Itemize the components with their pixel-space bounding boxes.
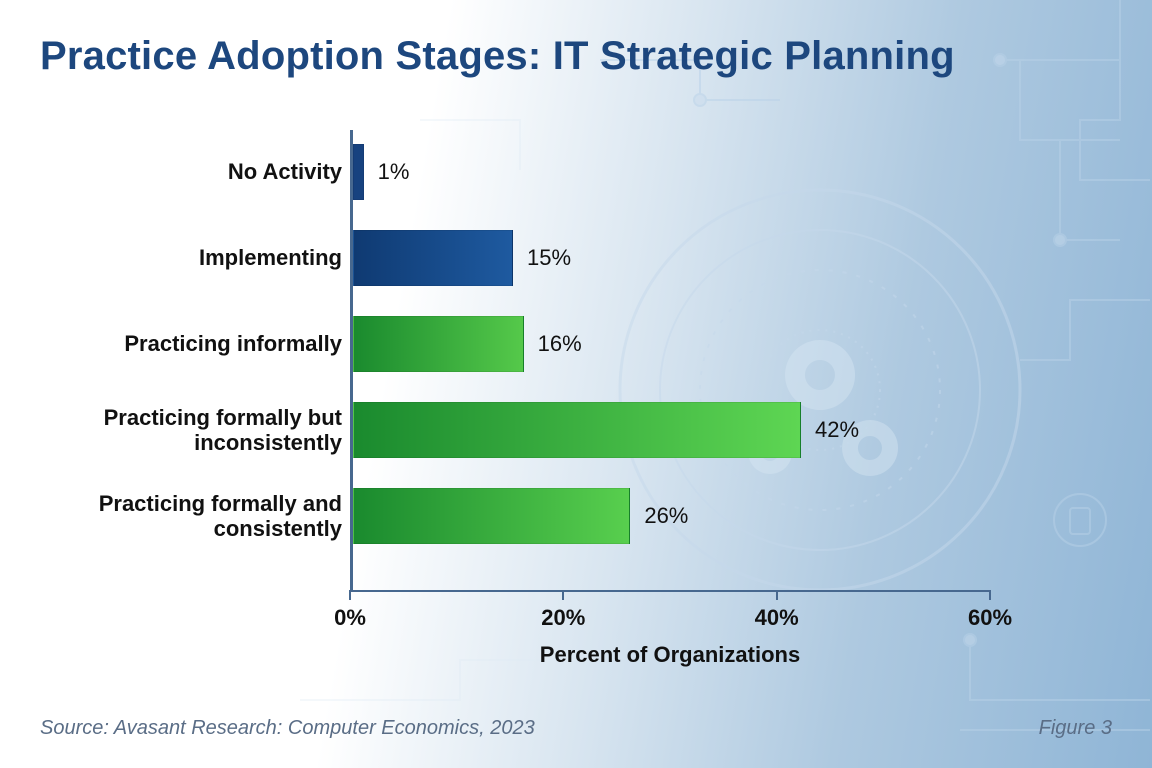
- bar-category-label: No Activity: [42, 159, 342, 184]
- source-citation: Source: Avasant Research: Computer Econo…: [40, 717, 535, 740]
- bar-category-label: Practicing informally: [42, 331, 342, 356]
- x-tick-label: 20%: [541, 605, 585, 631]
- bar-value-label: 1%: [378, 159, 410, 185]
- figure-number: Figure 3: [1039, 717, 1112, 740]
- x-tick: [562, 590, 564, 600]
- figure-container: Practice Adoption Stages: IT Strategic P…: [0, 0, 1152, 768]
- plot-area: Percent of Organizations 0%20%40%60%1%No…: [350, 130, 990, 590]
- bar: [353, 230, 513, 286]
- chart-title: Practice Adoption Stages: IT Strategic P…: [40, 34, 955, 79]
- bar-value-label: 15%: [527, 245, 571, 271]
- x-axis-title: Percent of Organizations: [540, 642, 800, 668]
- x-tick: [776, 590, 778, 600]
- bar-value-label: 16%: [538, 331, 582, 357]
- bar: [353, 144, 364, 200]
- bar-value-label: 26%: [644, 503, 688, 529]
- x-tick: [349, 590, 351, 600]
- bar-category-label: Implementing: [42, 245, 342, 270]
- bar-category-label: Practicing formally but inconsistently: [42, 405, 342, 456]
- bar-category-label: Practicing formally and consistently: [42, 491, 342, 542]
- x-tick: [989, 590, 991, 600]
- bar: [353, 488, 630, 544]
- bar-row: [353, 316, 524, 372]
- bar-row: [353, 144, 364, 200]
- bar: [353, 402, 801, 458]
- bar: [353, 316, 524, 372]
- x-tick-label: 60%: [968, 605, 1012, 631]
- x-axis: [350, 590, 990, 592]
- bar-row: [353, 488, 630, 544]
- x-tick-label: 0%: [334, 605, 366, 631]
- bar-value-label: 42%: [815, 417, 859, 443]
- chart-area: Percent of Organizations 0%20%40%60%1%No…: [40, 130, 1040, 650]
- x-tick-label: 40%: [755, 605, 799, 631]
- bar-row: [353, 230, 513, 286]
- bar-row: [353, 402, 801, 458]
